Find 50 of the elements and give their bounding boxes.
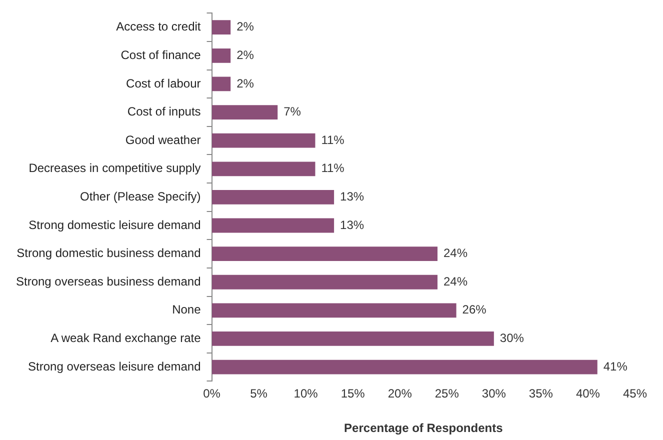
bar — [212, 162, 316, 176]
y-tick-label: Good weather — [125, 132, 201, 147]
x-tick-label: 0% — [203, 386, 221, 401]
x-tick-label: 40% — [576, 386, 600, 401]
data-label: 41% — [603, 359, 628, 374]
x-tick-label: 20% — [388, 386, 412, 401]
x-tick-label: 30% — [482, 386, 506, 401]
bar — [212, 360, 598, 374]
data-label: 11% — [321, 161, 345, 176]
bar — [212, 48, 231, 63]
y-tick-label: Decreases in competitive supply — [28, 161, 201, 176]
x-tick-label: 25% — [434, 386, 460, 401]
y-tick-label: Cost of inputs — [127, 104, 201, 119]
bar — [212, 190, 334, 204]
x-tick-label: 45% — [622, 386, 648, 401]
y-tick-label: Cost of finance — [120, 48, 202, 62]
y-tick-label: Strong domestic leisure demand — [28, 218, 201, 232]
y-tick-label: Cost of labour — [126, 76, 201, 90]
data-label: 2% — [236, 48, 254, 62]
bar — [212, 303, 456, 318]
data-label: 11% — [321, 132, 345, 147]
bar — [212, 332, 494, 346]
y-tick-label: Strong domestic business demand — [16, 246, 201, 260]
y-tick-label: A weak Rand exchange rate — [50, 331, 202, 346]
y-tick-label: Strong overseas leisure demand — [28, 359, 201, 374]
data-label: 2% — [236, 20, 254, 34]
data-label: 7% — [284, 104, 302, 119]
data-label: 13% — [340, 218, 364, 232]
bar — [212, 76, 231, 92]
y-tick-label: Other (Please Specify) — [80, 190, 201, 204]
x-tick-label: 35% — [528, 386, 554, 401]
x-tick-label: 5% — [250, 386, 268, 401]
x-axis-title: Percentage of Respondents — [344, 421, 504, 436]
bar — [212, 133, 316, 148]
data-label: 24% — [443, 246, 468, 260]
bar — [212, 105, 278, 120]
y-tick-label: None — [172, 302, 202, 317]
x-tick-label: 10% — [294, 386, 318, 401]
bar — [212, 246, 438, 262]
x-tick-label: 15% — [340, 386, 366, 401]
y-tick-label: Strong overseas business demand — [16, 274, 201, 288]
data-label: 24% — [443, 274, 468, 288]
data-label: 2% — [236, 76, 254, 90]
data-label: 30% — [500, 331, 524, 346]
bar — [212, 274, 438, 290]
bar — [212, 20, 231, 35]
y-tick-label: Access to credit — [116, 20, 202, 34]
data-label: 26% — [462, 302, 487, 317]
data-label: 13% — [340, 190, 364, 204]
bar — [212, 218, 334, 233]
